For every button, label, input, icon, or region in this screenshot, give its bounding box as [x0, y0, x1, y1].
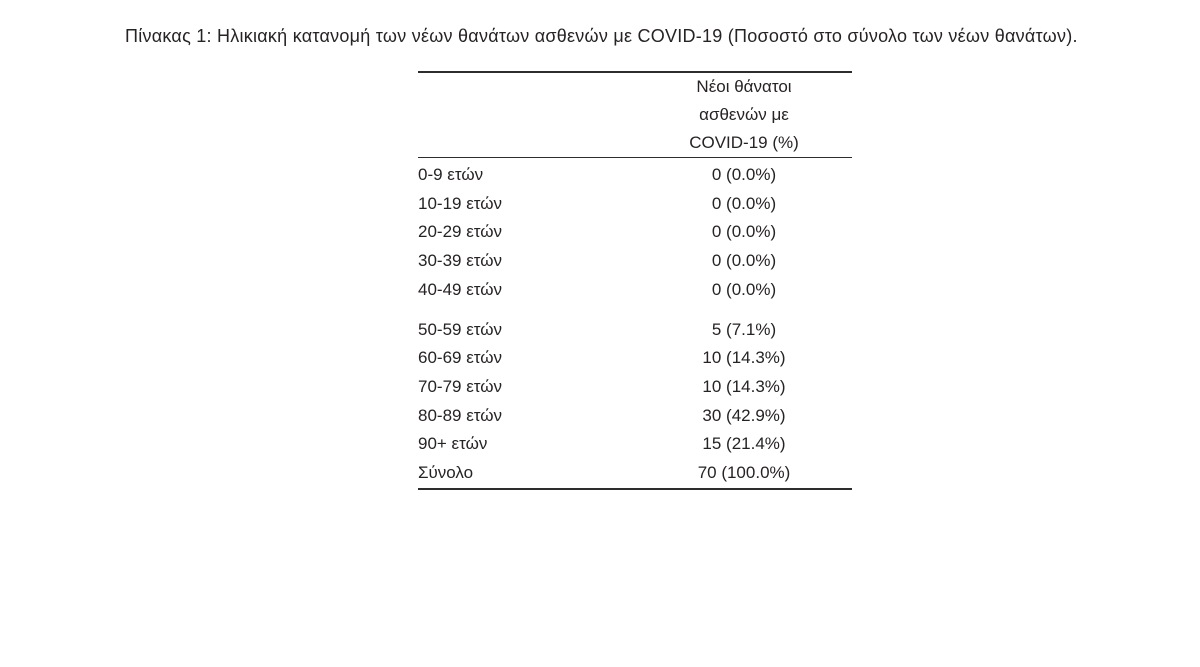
age-group-cell: 50-59 ετών — [418, 319, 503, 339]
table-caption: Πίνακας 1: Ηλικιακή κατανομή των νέων θα… — [125, 26, 1078, 46]
table-footer: Σύνολο 70 (100.0%) — [418, 459, 852, 489]
value-cell: 30 (42.9%) — [702, 405, 786, 425]
total-label-cell: Σύνολο — [418, 463, 474, 483]
table-row: 70-79 ετών 10 (14.3%) — [418, 373, 852, 402]
table-row: 80-89 ετών 30 (42.9%) — [418, 402, 852, 431]
total-value-cell: 70 (100.0%) — [697, 463, 791, 483]
age-group-cell: 40-49 ετών — [418, 279, 503, 299]
age-group-column-header — [418, 72, 636, 158]
value-cell: 0 (0.0%) — [711, 193, 777, 213]
age-group-cell: 0-9 ετών — [418, 165, 484, 184]
table-row: 10-19 ετών 0 (0.0%) — [418, 190, 852, 219]
age-group-cell: 70-79 ετών — [418, 376, 503, 396]
table-row: 0-9 ετών 0 (0.0%) — [418, 158, 852, 190]
covid-deaths-age-table: Νέοι θάνατοι ασθενών με COVID-19 (%) 0-9… — [418, 71, 852, 490]
value-cell: 0 (0.0%) — [711, 279, 777, 299]
age-group-cell: 80-89 ετών — [418, 405, 503, 425]
table-header: Νέοι θάνατοι ασθενών με COVID-19 (%) — [418, 72, 852, 158]
header-row: Νέοι θάνατοι ασθενών με COVID-19 (%) — [418, 72, 852, 158]
value-cell: 0 (0.0%) — [711, 165, 777, 184]
value-cell: 5 (7.1%) — [711, 319, 777, 339]
age-group-cell: 20-29 ετών — [418, 222, 503, 242]
table-row: 90+ ετών 15 (21.4%) — [418, 430, 852, 459]
age-group-cell: 10-19 ετών — [418, 193, 503, 213]
age-group-cell: 60-69 ετών — [418, 348, 503, 368]
age-group-cell: 30-39 ετών — [418, 251, 503, 271]
value-cell: 0 (0.0%) — [711, 251, 777, 271]
value-cell: 15 (21.4%) — [702, 434, 786, 454]
table-row: 50-59 ετών 5 (7.1%) — [418, 305, 852, 345]
value-cell: 10 (14.3%) — [702, 348, 786, 368]
table-row: 30-39 ετών 0 (0.0%) — [418, 247, 852, 276]
value-cell: 10 (14.3%) — [702, 376, 786, 396]
value-cell: 0 (0.0%) — [711, 222, 777, 242]
table-row: 60-69 ετών 10 (14.3%) — [418, 344, 852, 373]
value-column-header: Νέοι θάνατοι ασθενών με COVID-19 (%) — [689, 77, 799, 152]
table-row: 40-49 ετών 0 (0.0%) — [418, 276, 852, 305]
table-body: 0-9 ετών 0 (0.0%) 10-19 ετών 0 (0.0%) 20… — [418, 158, 852, 460]
total-row: Σύνολο 70 (100.0%) — [418, 459, 852, 489]
age-group-cell: 90+ ετών — [418, 434, 488, 454]
table-row: 20-29 ετών 0 (0.0%) — [418, 218, 852, 247]
